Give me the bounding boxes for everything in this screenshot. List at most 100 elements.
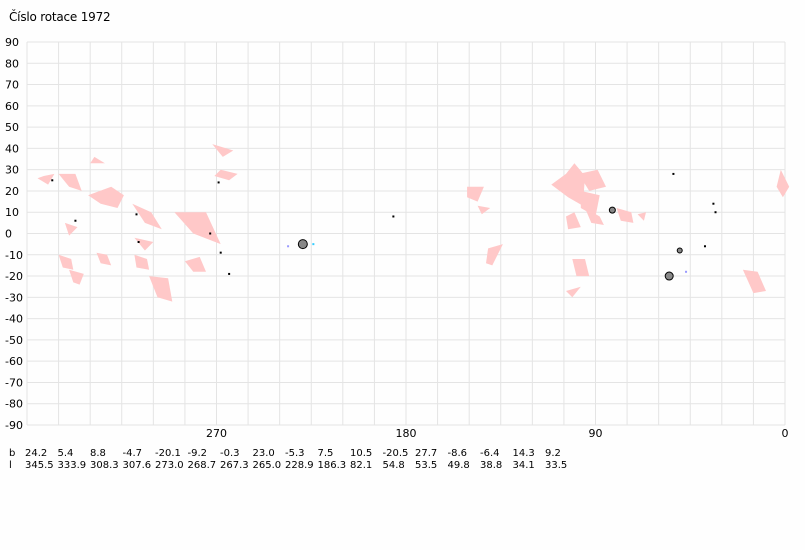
x-tick-label: 90 — [589, 427, 603, 440]
sunspot-marker — [297, 239, 308, 250]
l-value: 333.9 — [57, 460, 87, 471]
y-tick-label: 50 — [5, 121, 19, 134]
x-tick-label: 270 — [206, 427, 227, 440]
sunspot-point — [703, 245, 706, 248]
table-row-l: l 345.5 333.9 308.3 307.6 273.0 268.7 267.3 265… — [9, 460, 578, 471]
table-row-b: b 24.2 5.4 8.8 -4.7 -20.1 -9.2 -0.3 23.0 -5.3 7.5… — [9, 448, 578, 459]
b-value: -4.7 — [122, 448, 143, 459]
active-region — [90, 156, 105, 164]
active-region — [637, 212, 646, 221]
sunspot-marker — [608, 206, 616, 214]
active-region — [580, 190, 600, 217]
l-value: 268.7 — [187, 460, 217, 471]
sunspot-point — [74, 219, 77, 222]
active-region — [134, 254, 150, 270]
sunspot-point — [672, 172, 675, 175]
b-value: 23.0 — [252, 448, 275, 459]
y-tick-label: -10 — [5, 249, 23, 262]
sunspot-point — [219, 251, 222, 254]
sunspot-point — [137, 241, 140, 244]
faint-point — [685, 270, 688, 273]
active-region — [742, 269, 766, 294]
active-region — [132, 203, 162, 230]
y-tick-label: -40 — [5, 313, 23, 326]
y-tick-label: 90 — [5, 36, 19, 49]
y-tick-label: -50 — [5, 334, 23, 347]
solar-rotation-chart: 90 80 70 60 50 40 30 20 10 0 -10 -20 -30 -40 -50 -60 -70… — [5, 36, 790, 440]
active-region — [134, 237, 154, 251]
sunspot-point — [135, 213, 138, 216]
sunspot-point — [51, 179, 54, 182]
faint-point — [312, 243, 315, 246]
l-value: 54.8 — [382, 460, 405, 471]
sunspot-point — [714, 211, 717, 214]
l-value: 307.6 — [122, 460, 152, 471]
l-value: 265.0 — [252, 460, 282, 471]
y-tick-label: -20 — [5, 270, 23, 283]
y-tick-label: -30 — [5, 291, 23, 304]
active-region — [149, 276, 173, 302]
l-value: 82.1 — [350, 460, 373, 471]
active-region — [184, 256, 206, 272]
y-tick-label: 10 — [5, 206, 19, 219]
b-value: 7.5 — [317, 448, 334, 459]
active-region — [467, 186, 484, 202]
b-row-label: b — [9, 448, 16, 459]
l-value: 33.5 — [545, 460, 568, 471]
b-value: 9.2 — [545, 448, 561, 459]
l-value: 267.3 — [220, 460, 249, 471]
x-tick-label: 180 — [396, 427, 417, 440]
active-region — [64, 222, 78, 236]
active-region — [486, 244, 503, 266]
b-value: -8.6 — [447, 448, 468, 459]
active-region — [616, 208, 634, 223]
x-tick-label: 0 — [782, 427, 789, 440]
sunspot-point — [217, 181, 220, 184]
b-value: 10.5 — [350, 448, 373, 459]
b-value: -6.4 — [480, 448, 500, 459]
active-region — [69, 269, 84, 285]
b-value: -5.3 — [285, 448, 305, 459]
active-region — [37, 173, 55, 185]
l-value: 38.8 — [480, 460, 503, 471]
l-value: 53.5 — [415, 460, 438, 471]
active-region — [566, 212, 581, 230]
l-value: 186.3 — [317, 460, 347, 471]
active-region — [776, 169, 790, 198]
active-region — [572, 259, 590, 277]
active-region — [58, 254, 74, 270]
sunspot-marker — [664, 271, 674, 281]
y-tick-label: -90 — [5, 419, 23, 432]
l-value: 273.0 — [155, 460, 184, 471]
y-tick-label: 30 — [5, 164, 19, 177]
y-tick-label: -80 — [5, 398, 23, 411]
sunspot-point — [228, 272, 231, 275]
b-value: -0.3 — [220, 448, 240, 459]
y-tick-label: -60 — [5, 355, 23, 368]
sunspot-point — [712, 202, 715, 205]
active-region — [214, 169, 238, 181]
y-tick-label: 70 — [5, 79, 19, 92]
y-tick-label: 60 — [5, 100, 19, 113]
b-value: 8.8 — [90, 448, 106, 459]
page-title: Číslo rotace 1972 — [9, 10, 111, 24]
sunspot-point — [392, 215, 395, 218]
b-value: 27.7 — [415, 448, 438, 459]
b-value: 5.4 — [57, 448, 74, 459]
b-value: -20.5 — [382, 448, 409, 459]
active-region — [58, 173, 82, 191]
active-region — [566, 286, 581, 298]
active-region — [578, 169, 606, 191]
active-region — [174, 212, 221, 245]
b-value: 24.2 — [25, 448, 48, 459]
l-value: 345.5 — [25, 460, 54, 471]
y-tick-label: 0 — [5, 228, 12, 241]
b-value: 14.3 — [512, 448, 535, 459]
active-region — [212, 144, 234, 157]
y-tick-label: 20 — [5, 185, 19, 198]
faint-point — [287, 245, 290, 248]
y-tick-label: 80 — [5, 57, 19, 70]
active-region — [88, 186, 124, 208]
active-region — [551, 163, 585, 206]
